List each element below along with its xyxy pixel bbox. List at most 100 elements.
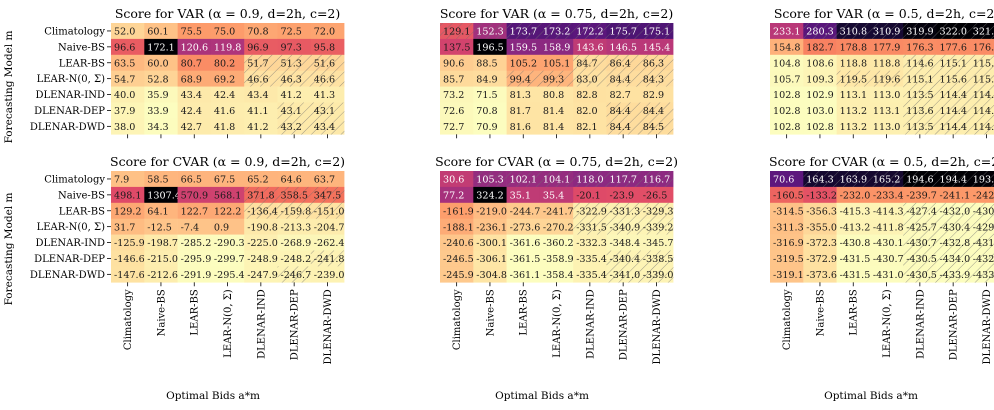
heatmap-cell bbox=[936, 186, 971, 204]
cell-value-label: -372.3 bbox=[806, 238, 837, 249]
heatmap-cell bbox=[573, 86, 607, 103]
x-tick-label: LEAR-BS bbox=[519, 289, 530, 335]
y-tick-label: Climatology bbox=[44, 26, 105, 37]
cell-value-label: 173.2 bbox=[543, 27, 570, 38]
heatmap-cell bbox=[111, 218, 145, 235]
heatmap-cell bbox=[506, 38, 541, 56]
hatch-overlay bbox=[903, 266, 937, 283]
hatch-overlay bbox=[903, 86, 937, 103]
hatch-overlay bbox=[310, 202, 345, 219]
hatch-overlay bbox=[277, 118, 312, 135]
cell-value-label: -425.7 bbox=[906, 222, 937, 233]
heatmap-cell bbox=[277, 218, 312, 235]
cell-value-label: 82.7 bbox=[610, 90, 631, 101]
heatmap-cell bbox=[539, 234, 574, 251]
cell-value-label: 113.5 bbox=[906, 122, 933, 133]
heatmap-cell bbox=[473, 186, 507, 204]
heatmap-cell bbox=[903, 38, 937, 56]
x-tick-label: LEAR-N(0, Σ) bbox=[552, 289, 563, 358]
cell-value-label: 40.0 bbox=[114, 90, 135, 101]
hatch-overlay bbox=[277, 102, 312, 119]
x-axis-label-right: Optimal Bids a*m bbox=[824, 390, 918, 402]
heatmap-cell bbox=[969, 38, 994, 56]
heatmap-cell bbox=[210, 266, 245, 283]
heatmap-cell bbox=[310, 234, 345, 251]
heatmap-cell bbox=[506, 218, 541, 235]
cell-value-label: 65.2 bbox=[247, 175, 268, 186]
cell-value-label: -338.5 bbox=[643, 254, 674, 265]
cell-value-label: 194.6 bbox=[906, 175, 933, 186]
hatch-overlay bbox=[639, 250, 674, 267]
cell-value-label: -133.2 bbox=[806, 190, 837, 201]
cell-value-label: 129.2 bbox=[114, 206, 141, 217]
cell-value-label: -246.7 bbox=[281, 270, 312, 281]
cell-value-label: 120.6 bbox=[181, 42, 208, 53]
heatmap-cell bbox=[770, 38, 804, 56]
heatmap-cell bbox=[244, 250, 278, 267]
heatmap-cell bbox=[244, 38, 278, 56]
heatmap-panel-5: Score for CVAR (α = 0.5, d=2h, c=2) 70.6 1… bbox=[769, 154, 994, 364]
cell-value-label: 73.2 bbox=[443, 90, 464, 101]
heatmap-cell bbox=[836, 234, 871, 251]
cell-value-label: -361.1 bbox=[510, 270, 541, 281]
cell-value-label: 122.7 bbox=[181, 206, 208, 217]
cell-value-label: -233.4 bbox=[873, 190, 904, 201]
cell-value-label: 163.9 bbox=[840, 175, 867, 186]
heatmap-cell bbox=[506, 266, 541, 283]
cell-value-label: -136.4 bbox=[247, 206, 278, 217]
heatmap-cell bbox=[869, 118, 904, 135]
heatmap-cell bbox=[277, 86, 312, 103]
heatmap-panel-2: Score for VAR (α = 0.5, d=2h, c=2) 233.1 2… bbox=[770, 6, 994, 139]
heatmap-cell bbox=[210, 186, 245, 204]
heatmap-cell bbox=[440, 202, 474, 219]
cell-value-label: -331.3 bbox=[610, 206, 641, 217]
cell-value-label: -225.0 bbox=[247, 238, 278, 249]
cell-value-label: 84.4 bbox=[610, 122, 631, 133]
heatmap-cell bbox=[606, 234, 641, 251]
cell-value-label: 113.1 bbox=[873, 106, 900, 117]
heatmap-cell bbox=[440, 118, 474, 135]
heatmap-cell bbox=[210, 171, 245, 188]
heatmap-cell bbox=[803, 202, 837, 219]
heatmap-cell bbox=[473, 118, 507, 135]
cell-value-label: 115.6 bbox=[940, 74, 967, 85]
hatch-overlay bbox=[244, 54, 278, 71]
cell-value-label: -341.0 bbox=[610, 270, 641, 281]
hatch-overlay bbox=[903, 23, 937, 40]
cell-value-label: -373.6 bbox=[806, 270, 837, 281]
hatch-overlay bbox=[639, 54, 674, 71]
cell-value-label: 196.5 bbox=[476, 42, 503, 53]
cell-value-label: 70.8 bbox=[247, 27, 268, 38]
heatmap-cell bbox=[803, 234, 837, 251]
cell-value-label: -12.5 bbox=[147, 222, 172, 233]
cell-value-label: 81.4 bbox=[543, 122, 564, 133]
heatmap-panel-3: Score for CVAR (α = 0.9, d=2h, c=2) 7.9 58… bbox=[30, 154, 345, 364]
cell-value-label: 41.8 bbox=[214, 122, 235, 133]
heatmap-cell bbox=[539, 54, 574, 71]
y-tick-label: LEAR-BS bbox=[59, 58, 105, 69]
heatmap-cell bbox=[144, 234, 178, 251]
heatmap-cell bbox=[210, 218, 245, 235]
cell-value-label: 43.1 bbox=[314, 106, 335, 117]
heatmap-cell bbox=[869, 54, 904, 71]
heatmap-cell bbox=[869, 102, 904, 119]
cell-value-label: -335.4 bbox=[576, 254, 607, 265]
cell-value-label: 159.5 bbox=[510, 42, 537, 53]
cell-value-label: -160.5 bbox=[773, 190, 804, 201]
y-tick-label: DLENAR-DWD bbox=[30, 270, 105, 281]
heatmap-cell bbox=[869, 234, 904, 251]
cell-value-label: -331.5 bbox=[576, 222, 607, 233]
x-tick-label: DLENAR-IND bbox=[585, 289, 596, 359]
cell-value-label: -411.8 bbox=[873, 222, 904, 233]
cell-value-label: 182.7 bbox=[806, 42, 833, 53]
heatmap-cell bbox=[803, 250, 837, 267]
cell-value-label: -268.9 bbox=[281, 238, 312, 249]
cell-value-label: 67.5 bbox=[214, 175, 235, 186]
heatmap-cell bbox=[770, 202, 804, 219]
heatmap-cell bbox=[770, 23, 804, 40]
heatmap-cell bbox=[573, 102, 607, 119]
heatmap-cell bbox=[177, 118, 212, 135]
hatch-overlay bbox=[936, 102, 971, 119]
cell-value-label: 102.8 bbox=[773, 122, 800, 133]
